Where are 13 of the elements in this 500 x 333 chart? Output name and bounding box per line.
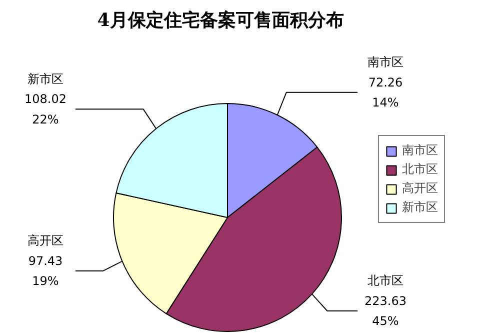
slice-label: 南市区 (368, 55, 404, 70)
data-label: 223.63 45% (364, 294, 407, 328)
slice-label: 北市区 (368, 274, 404, 288)
chart-title: 4月保定住宅备案可售面积分布 (97, 10, 344, 31)
slice-label: 高开区 (28, 234, 64, 248)
data-label: 72.26 14% (368, 75, 403, 110)
legend-label: 新市区 (402, 199, 438, 216)
slice-label: 新市区 (28, 72, 64, 86)
data-label: 108.02 22% (24, 92, 67, 126)
data-label: 97.43 19% (28, 254, 63, 288)
legend-label: 高开区 (402, 180, 438, 197)
legend-label: 南市区 (402, 142, 438, 159)
legend-label: 北市区 (402, 161, 438, 178)
